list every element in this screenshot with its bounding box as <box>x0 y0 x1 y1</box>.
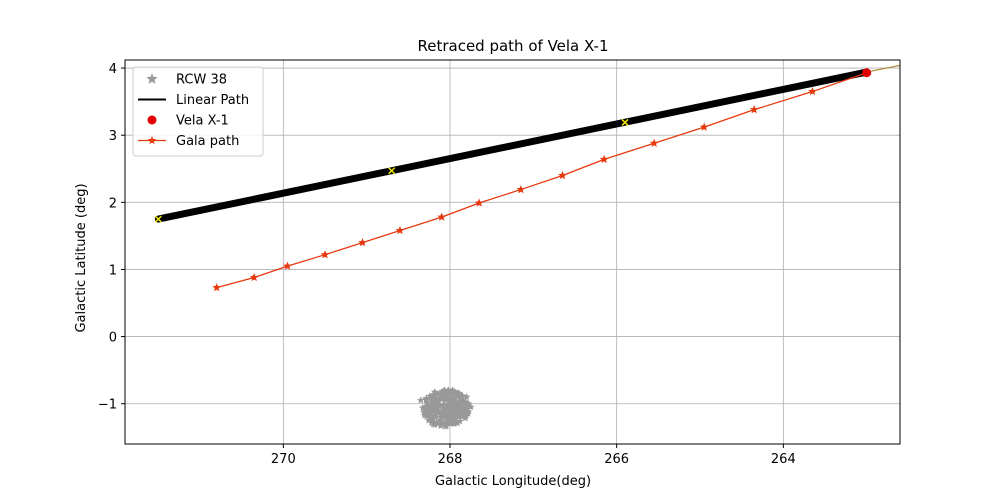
legend-label: RCW 38 <box>176 73 227 88</box>
x-tick-label: 268 <box>438 452 463 467</box>
rcw38-point <box>424 416 433 424</box>
gala-path-point <box>395 226 405 235</box>
rcw38-point <box>417 396 425 404</box>
rcw38-point <box>456 417 464 425</box>
gala-path-point <box>212 283 221 292</box>
rcw38-point <box>461 410 470 418</box>
rcw38-point <box>450 398 459 406</box>
gala-path-point <box>808 87 817 96</box>
legend-vela-x1-icon <box>147 115 157 125</box>
y-tick-label: −1 <box>98 398 117 413</box>
gala-path-point <box>437 212 446 221</box>
rcw38-point <box>462 404 470 413</box>
y-tick-label: 2 <box>109 196 117 211</box>
rcw38-point <box>446 414 454 422</box>
rcw38-point <box>421 409 429 418</box>
rcw38-point <box>447 394 455 402</box>
y-tick-label: 1 <box>109 263 117 278</box>
axes-frame <box>124 59 901 445</box>
rcw38-point <box>462 393 471 401</box>
rcw38-point <box>427 414 436 422</box>
y-tick-label: 4 <box>109 62 117 77</box>
x-axis-label: Galactic Longitude(deg) <box>435 474 591 489</box>
gala-path-point <box>699 122 709 131</box>
legend-label: Linear Path <box>176 93 249 108</box>
rcw38-point <box>434 419 443 427</box>
rcw38-point <box>440 396 449 404</box>
rcw38-point <box>428 392 437 400</box>
rcw38-cluster <box>417 386 475 430</box>
rcw38-point <box>459 397 468 405</box>
gala-path-point <box>320 250 330 259</box>
gala-path-point <box>599 154 609 163</box>
gala-path-point <box>474 198 484 207</box>
gala-path-point <box>558 170 567 180</box>
legend-entry: Vela X-1 <box>147 114 229 129</box>
legend-entry: Linear Path <box>138 93 249 108</box>
rcw38-point <box>451 413 460 421</box>
rcw38-point <box>463 400 471 408</box>
rcw38-point <box>432 389 440 397</box>
gala-path-point <box>249 273 259 282</box>
legend-box <box>132 66 264 157</box>
rcw38-point <box>457 393 466 401</box>
rcw38-point <box>448 408 456 416</box>
legend-rcw38-icon <box>146 73 158 84</box>
rcw38-point <box>467 403 475 411</box>
yellow-x-marker <box>154 215 162 223</box>
rcw38-point <box>453 391 461 399</box>
yellow-x-marker <box>388 167 396 175</box>
gala-path-point <box>358 238 367 247</box>
gala-path-line <box>216 72 867 289</box>
rcw38-point <box>424 401 433 410</box>
gala-path-point <box>649 138 659 147</box>
linear-path-line <box>154 68 871 223</box>
legend-entry: RCW 38 <box>146 73 227 88</box>
vela-x1-point <box>862 68 872 78</box>
rcw38-point <box>442 391 450 399</box>
gala-path-point <box>516 185 526 194</box>
rcw38-point <box>450 419 458 428</box>
x-tick-label: 266 <box>604 452 629 467</box>
legend-entry: Gala path <box>138 134 239 149</box>
rcw38-point <box>438 414 446 423</box>
gala-path-point <box>283 261 292 270</box>
x-tick-label: 270 <box>271 452 296 467</box>
gala-path-point <box>749 105 759 114</box>
rcw38-point <box>442 404 450 412</box>
legend-gala-marker-icon <box>147 136 157 145</box>
rcw38-point <box>454 407 463 416</box>
rcw38-point <box>458 406 467 414</box>
y-tick-label: 0 <box>109 331 117 346</box>
rcw38-point <box>437 389 446 397</box>
legend-label: Gala path <box>176 134 239 149</box>
chart-title: Retraced path of Vela X-1 <box>417 37 608 55</box>
plot-area <box>154 64 901 430</box>
rcw38-point <box>432 396 441 404</box>
rcw38-point <box>447 400 455 408</box>
rcw38-point <box>429 407 438 415</box>
x-tick-label: 264 <box>771 452 796 467</box>
y-axis-label: Galactic Latitude (deg) <box>74 183 89 332</box>
yellow-x-marker <box>621 118 629 126</box>
legend-label: Vela X-1 <box>176 114 229 129</box>
rcw38-point <box>429 399 438 407</box>
rcw38-point <box>438 409 446 417</box>
y-tick-label: 3 <box>109 129 117 144</box>
rcw38-point <box>442 421 451 430</box>
legend: RCW 38 Linear Path Vela X-1 Gala path <box>132 66 264 157</box>
rcw38-point <box>441 412 449 421</box>
axis-ticks: 270 268 266 264 −1 0 1 2 3 4 <box>98 62 796 467</box>
extension-line <box>866 64 901 73</box>
